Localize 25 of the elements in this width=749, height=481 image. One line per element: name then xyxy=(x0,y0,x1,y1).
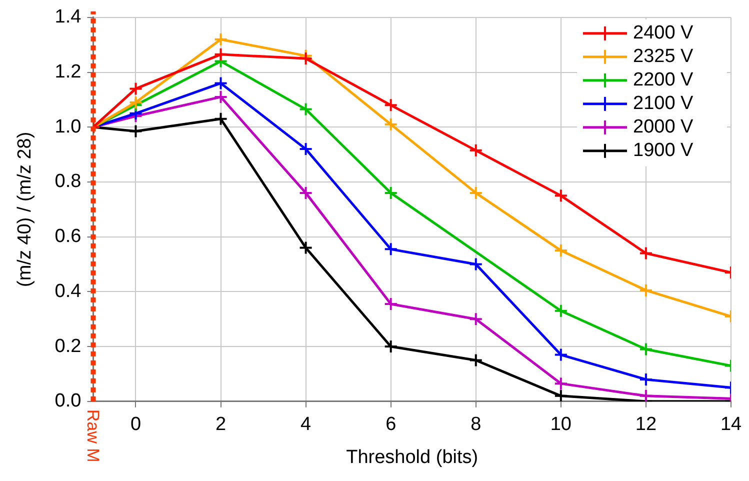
y-tick-label: 1.2 xyxy=(54,61,82,82)
x-tick-label: 14 xyxy=(720,414,742,436)
y-tick-label: 1.4 xyxy=(54,6,82,28)
x-tick-label: 10 xyxy=(550,414,572,436)
y-tick-label: 0.2 xyxy=(54,336,82,357)
legend-label: 2325 V xyxy=(633,46,694,68)
ref-line-label: Raw M xyxy=(84,409,103,462)
x-tick-label: 0 xyxy=(130,414,142,436)
x-tick-label: 4 xyxy=(300,414,312,436)
legend-label: 2200 V xyxy=(633,70,694,91)
x-tick-label: 12 xyxy=(635,414,657,436)
x-tick-label: 2 xyxy=(215,414,226,436)
y-tick-label: 0.6 xyxy=(54,226,82,248)
x-tick-label: 6 xyxy=(386,414,396,436)
legend-label: 2000 V xyxy=(633,116,694,138)
y-tick-label: 0.0 xyxy=(54,390,82,412)
y-tick-label: 0.4 xyxy=(54,280,82,302)
legend-label: 2400 V xyxy=(633,22,694,44)
y-axis-title: (m/z 40) / (m/z 28) xyxy=(14,132,36,287)
legend-label: 2100 V xyxy=(633,93,694,114)
x-axis-title: Threshold (bits) xyxy=(346,446,478,468)
x-tick-label: 8 xyxy=(470,414,482,436)
y-tick-label: 0.8 xyxy=(54,171,82,192)
legend-label: 1900 V xyxy=(633,140,694,162)
y-tick-label: 1.0 xyxy=(54,116,82,138)
